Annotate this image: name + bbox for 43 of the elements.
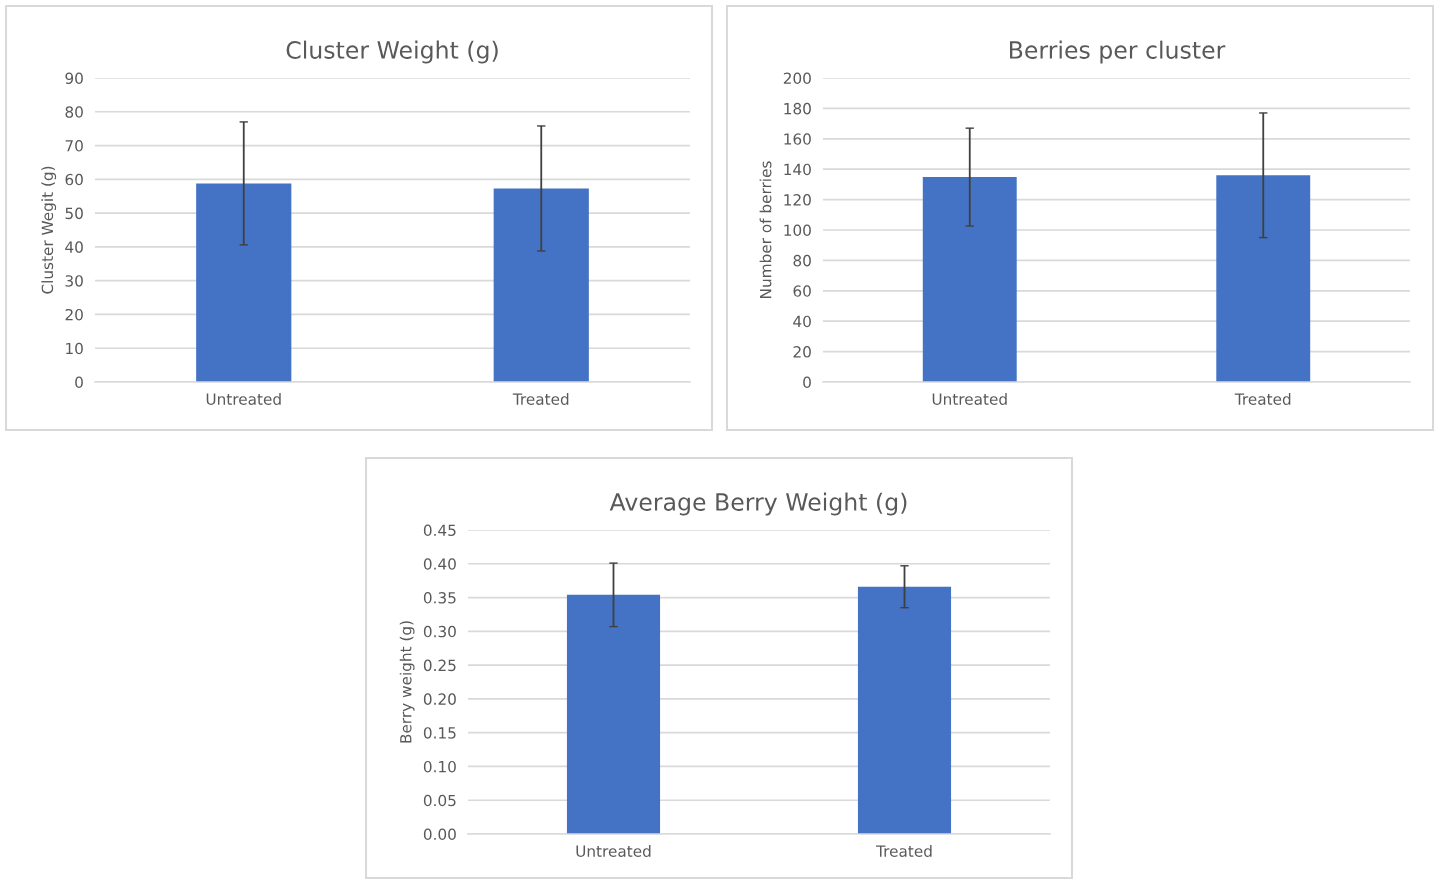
y-tick-label: 200: [783, 72, 811, 85]
x-tick-label: Treated: [1234, 393, 1291, 405]
y-tick-label: 0.00: [423, 828, 456, 841]
y-tick-label: 20: [65, 308, 83, 321]
y-tick-label: 0.35: [423, 592, 456, 604]
y-tick-label: 0.30: [423, 625, 456, 638]
y-tick-label: 90: [65, 72, 83, 85]
y-tick-label: 0: [75, 376, 83, 389]
y-axis-title: Cluster Wegit (g): [41, 166, 57, 294]
y-tick-label: 0: [803, 376, 811, 389]
y-tick-label: 80: [793, 254, 811, 267]
y-tick-label: 120: [784, 194, 811, 206]
x-tick-label: Untreated: [206, 393, 281, 405]
y-tick-label: 140: [784, 163, 811, 176]
y-tick-label: 60: [793, 285, 811, 297]
y-tick-label: 0.15: [423, 727, 456, 739]
x-tick-label: Untreated: [576, 845, 651, 857]
y-tick-label: 60: [65, 173, 83, 186]
chart-title: Berries per cluster: [1010, 40, 1226, 64]
x-tick-label: Treated: [876, 845, 932, 857]
y-tick-label: 40: [65, 241, 83, 253]
x-tick-label: Treated: [512, 393, 569, 405]
y-tick-label: 10: [66, 342, 83, 355]
y-tick-label: 50: [65, 207, 83, 220]
y-tick-label: 40: [793, 315, 811, 328]
y-tick-label: 30: [65, 275, 83, 287]
y-tick-label: 0.40: [423, 558, 456, 570]
y-axis-title: Number of berries: [759, 161, 772, 298]
y-tick-label: 160: [784, 133, 811, 145]
y-tick-label: 100: [784, 224, 811, 237]
y-tick-label: 0.45: [423, 524, 456, 537]
chart-title: Cluster Weight (g): [286, 40, 498, 64]
y-tick-label: 0.25: [423, 659, 456, 672]
y-tick-label: 20: [793, 346, 811, 358]
y-tick-label: 70: [65, 140, 83, 152]
y-tick-label: 0.10: [423, 760, 456, 773]
chart-title: Average Berry Weight (g): [609, 492, 907, 516]
y-tick-label: 80: [65, 106, 83, 118]
y-axis-title: Berry weight (g): [399, 621, 415, 743]
y-tick-label: 0.20: [423, 693, 456, 705]
x-tick-label: Untreated: [932, 393, 1007, 405]
y-tick-label: 0.05: [423, 794, 456, 807]
y-tick-label: 180: [784, 102, 811, 115]
